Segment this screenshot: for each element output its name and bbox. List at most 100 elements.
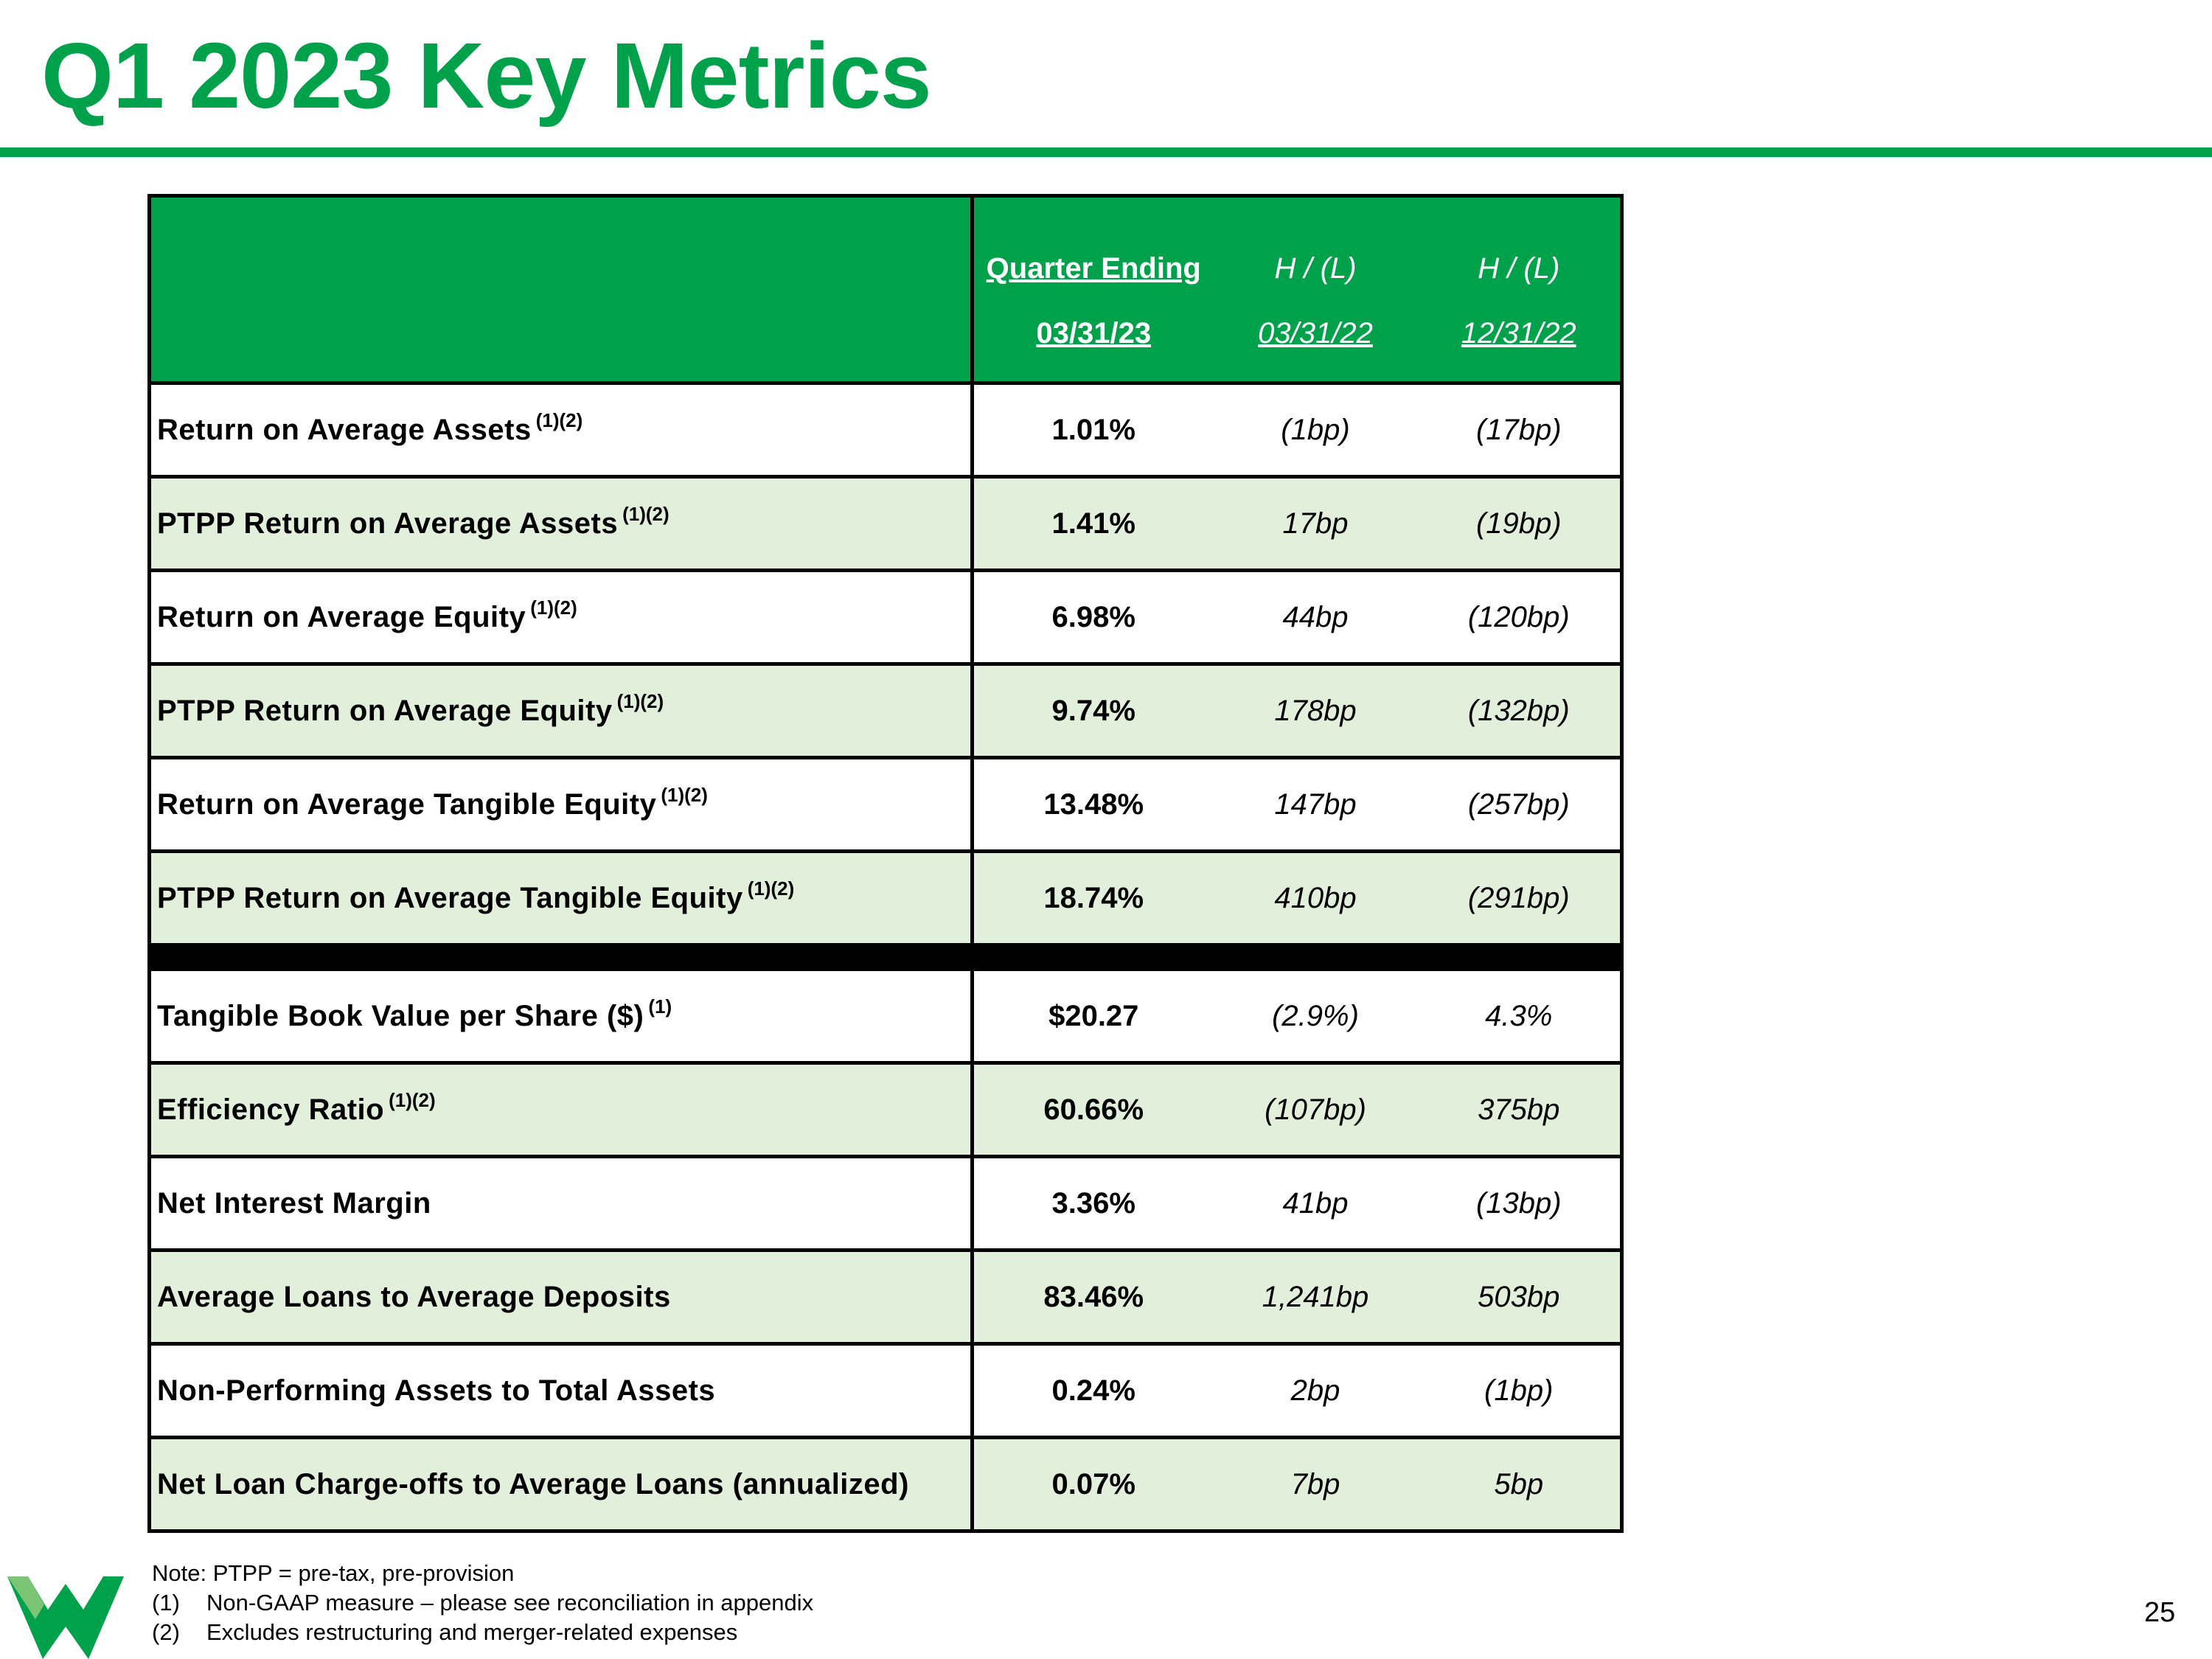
table-row: Efficiency Ratio (1)(2) 60.66% (107bp) 375bp: [149, 1061, 1622, 1158]
metric-footnote-ref: (1)(2): [747, 877, 795, 900]
metric-label: Efficiency Ratio: [157, 1093, 385, 1126]
metric-qoq-change: 4.3%: [1417, 967, 1622, 1065]
header-prior-year-date: 03/31/22: [1258, 316, 1373, 349]
metric-current-value: 9.74%: [972, 662, 1214, 759]
metric-label-cell: Net Interest Margin: [149, 1155, 974, 1252]
metric-yoy-change: 44bp: [1213, 568, 1418, 666]
metric-current-value: 0.07%: [972, 1436, 1214, 1533]
metric-yoy-change: 147bp: [1213, 756, 1418, 853]
metric-yoy-change: (1bp): [1213, 381, 1418, 479]
footnote-number: (2): [152, 1619, 180, 1645]
table-row: Net Interest Margin 3.36% 41bp (13bp): [149, 1155, 1622, 1252]
metric-label: Tangible Book Value per Share ($): [157, 999, 644, 1032]
metric-yoy-change: 7bp: [1213, 1436, 1418, 1533]
metric-yoy-change: 178bp: [1213, 662, 1418, 759]
metric-label: PTPP Return on Average Tangible Equity: [157, 881, 743, 914]
metric-qoq-change: (291bp): [1417, 849, 1622, 947]
table-row: Non-Performing Assets to Total Assets 0.2…: [149, 1342, 1622, 1439]
metric-yoy-change: 41bp: [1213, 1155, 1418, 1252]
table-row: Tangible Book Value per Share ($) (1) $20.…: [149, 967, 1622, 1065]
metric-label-cell: PTPP Return on Average Equity (1)(2): [149, 662, 974, 759]
metric-footnote-ref: (1)(2): [622, 502, 669, 525]
table-row: PTPP Return on Average Equity (1)(2) 9.74%…: [149, 662, 1622, 759]
metric-label-cell: Non-Performing Assets to Total Assets: [149, 1342, 974, 1439]
metric-yoy-change: (2.9%): [1213, 967, 1418, 1065]
metric-qoq-change: (1bp): [1417, 1342, 1622, 1439]
metric-label: Return on Average Equity: [157, 600, 526, 633]
metric-label: Average Loans to Average Deposits: [157, 1280, 671, 1313]
metric-label-cell: Net Loan Charge-offs to Average Loans (a…: [149, 1436, 974, 1533]
metric-current-value: 18.74%: [972, 849, 1214, 947]
metric-label: PTPP Return on Average Equity: [157, 694, 613, 727]
header-quarter-ending: Quarter Ending: [986, 252, 1201, 285]
footnote-text: Non-GAAP measure – please see reconcilia…: [206, 1590, 814, 1615]
footnote-text: Excludes restructuring and merger-relate…: [206, 1619, 738, 1645]
key-metrics-table: Quarter Ending H / (L) H / (L) 03/31/23 …: [147, 194, 1624, 1533]
footnote-item: (2) Excludes restructuring and merger-rel…: [152, 1618, 813, 1647]
metric-qoq-change: (132bp): [1417, 662, 1622, 759]
table-row: PTPP Return on Average Assets (1)(2) 1.41%…: [149, 475, 1622, 572]
header-current-date: 03/31/23: [1036, 316, 1152, 349]
title-divider: [0, 147, 2212, 157]
metric-label-cell: Return on Average Equity (1)(2): [149, 568, 974, 666]
header-empty-cell: [149, 195, 974, 285]
metric-current-value: 6.98%: [972, 568, 1214, 666]
table-header-row: Quarter Ending H / (L) H / (L): [149, 195, 1622, 285]
footnotes: Note: PTPP = pre-tax, pre-provision (1) N…: [152, 1559, 813, 1647]
metric-qoq-change: (17bp): [1417, 381, 1622, 479]
metric-label: Return on Average Assets: [157, 413, 532, 446]
metric-footnote-ref: (1)(2): [535, 408, 583, 431]
footnote-item: (1) Non-GAAP measure – please see reconci…: [152, 1588, 813, 1618]
metric-label-cell: Return on Average Tangible Equity (1)(2): [149, 756, 974, 853]
metric-label-cell: PTPP Return on Average Tangible Equity (1…: [149, 849, 974, 947]
metric-current-value: 0.24%: [972, 1342, 1214, 1439]
metric-current-value: 83.46%: [972, 1248, 1214, 1346]
header-prior-quarter-date: 12/31/22: [1461, 316, 1576, 349]
metric-qoq-change: 5bp: [1417, 1436, 1622, 1533]
metric-label-cell: PTPP Return on Average Assets (1)(2): [149, 475, 974, 572]
metric-current-value: 3.36%: [972, 1155, 1214, 1252]
metric-footnote-ref: (1)(2): [616, 689, 664, 712]
metric-label-cell: Tangible Book Value per Share ($) (1): [149, 967, 974, 1065]
metric-label: Return on Average Tangible Equity: [157, 787, 657, 821]
page-number: 25: [2144, 1597, 2176, 1628]
metric-footnote-ref: (1)(2): [661, 783, 708, 806]
footnote-note: Note: PTPP = pre-tax, pre-provision: [152, 1560, 515, 1586]
header-empty-cell: [149, 285, 974, 385]
metric-qoq-change: 503bp: [1417, 1248, 1622, 1346]
table-row: PTPP Return on Average Tangible Equity (1…: [149, 849, 1622, 947]
metric-footnote-ref: (1): [648, 995, 672, 1018]
table-header-date-row: 03/31/23 03/31/22 12/31/22: [149, 285, 1622, 385]
metric-label: Non-Performing Assets to Total Assets: [157, 1374, 716, 1407]
metric-current-value: 1.01%: [972, 381, 1214, 479]
metric-qoq-change: (13bp): [1417, 1155, 1622, 1252]
metric-qoq-change: 375bp: [1417, 1061, 1622, 1158]
metric-current-value: 60.66%: [972, 1061, 1214, 1158]
table-row: Average Loans to Average Deposits 83.46% 1…: [149, 1248, 1622, 1346]
metric-current-value: 13.48%: [972, 756, 1214, 853]
metric-yoy-change: 2bp: [1213, 1342, 1418, 1439]
page-title: Q1 2023 Key Metrics: [41, 24, 932, 128]
table-row: Return on Average Assets (1)(2) 1.01% (1bp)…: [149, 381, 1622, 479]
metric-yoy-change: 410bp: [1213, 849, 1418, 947]
metric-label: Net Loan Charge-offs to Average Loans (a…: [157, 1467, 909, 1500]
header-yoy-change: H / (L): [1274, 252, 1357, 285]
metric-label-cell: Return on Average Assets (1)(2): [149, 381, 974, 479]
metric-footnote-ref: (1)(2): [530, 596, 577, 619]
metric-label: Net Interest Margin: [157, 1186, 431, 1220]
company-w-logo-icon: [7, 1576, 124, 1659]
metric-qoq-change: (257bp): [1417, 756, 1622, 853]
metric-yoy-change: (107bp): [1213, 1061, 1418, 1158]
header-qoq-change: H / (L): [1478, 252, 1560, 285]
metric-qoq-change: (120bp): [1417, 568, 1622, 666]
metric-label-cell: Efficiency Ratio (1)(2): [149, 1061, 974, 1158]
metric-footnote-ref: (1)(2): [389, 1088, 436, 1111]
table-row: Return on Average Tangible Equity (1)(2) 1…: [149, 756, 1622, 853]
metric-yoy-change: 17bp: [1213, 475, 1418, 572]
separator-bar: [149, 945, 1622, 970]
table-row: Return on Average Equity (1)(2) 6.98% 44bp(…: [149, 568, 1622, 666]
metric-label: PTPP Return on Average Assets: [157, 507, 619, 540]
section-separator: [149, 945, 1622, 970]
metric-qoq-change: (19bp): [1417, 475, 1622, 572]
metric-yoy-change: 1,241bp: [1213, 1248, 1418, 1346]
